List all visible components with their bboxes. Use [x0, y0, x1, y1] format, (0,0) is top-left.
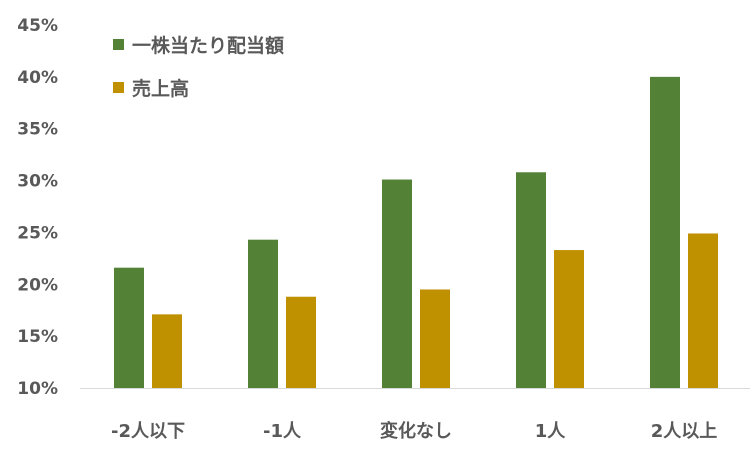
y-tick-label: 35% [17, 120, 58, 140]
y-tick-label: 10% [17, 379, 58, 399]
legend-swatch [113, 82, 124, 93]
bar-dividend [114, 267, 144, 388]
bar-sales [420, 289, 450, 388]
bar-dividend [650, 76, 680, 388]
x-tick-label: -2人以下 [111, 421, 185, 442]
x-tick-label: 1人 [535, 421, 567, 442]
bar-sales [152, 314, 182, 388]
legend-label: 売上高 [132, 77, 189, 100]
x-tick-label: -1人 [263, 421, 302, 442]
x-tick-label: 2人以上 [651, 421, 718, 442]
y-tick-label: 20% [17, 275, 58, 295]
legend-swatch [113, 39, 124, 50]
y-tick-label: 25% [17, 223, 58, 243]
bar-sales [688, 233, 718, 388]
legend-label: 一株当たり配当額 [132, 34, 284, 57]
bar-dividend [382, 179, 412, 388]
bar-sales [286, 296, 316, 388]
x-tick-label: 変化なし [380, 420, 452, 442]
bar-sales [554, 250, 584, 388]
bar-dividend [516, 172, 546, 388]
y-tick-label: 15% [17, 327, 58, 347]
y-tick-label: 45% [17, 16, 58, 36]
bar-dividend [248, 239, 278, 388]
y-tick-label: 40% [17, 68, 58, 88]
y-tick-label: 30% [17, 172, 58, 192]
